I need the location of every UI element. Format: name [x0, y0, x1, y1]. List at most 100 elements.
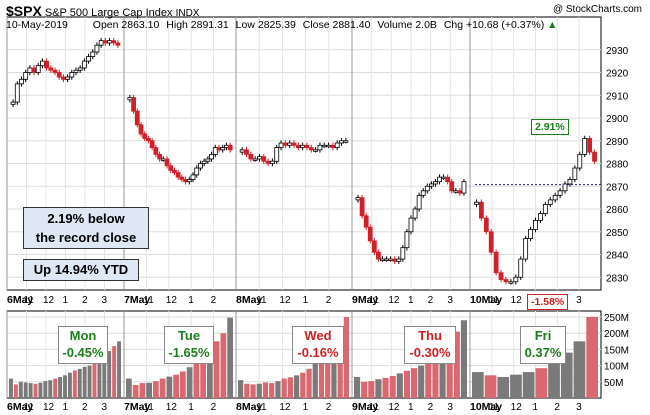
chg: Chg +10.68 (+0.37%)	[443, 19, 545, 31]
volume-bar	[207, 349, 213, 398]
record-callout: 2.19% below the record close	[23, 207, 149, 249]
candle-body	[424, 185, 430, 192]
day-wed: Wed -0.16%	[292, 326, 344, 364]
volume-bar	[318, 355, 325, 398]
candle-body	[107, 40, 112, 44]
candle-body	[287, 142, 293, 146]
candle-body	[244, 149, 249, 155]
volume-bar	[180, 371, 186, 398]
day-tue: Tue -1.65%	[164, 326, 214, 364]
open: Open 2863.10	[92, 19, 160, 31]
candle-body	[220, 147, 226, 151]
volume-bar	[173, 374, 179, 398]
candle-body	[478, 201, 484, 219]
candle-body	[19, 78, 24, 85]
range-down-label: -1.58%	[527, 294, 569, 310]
volume-x-label: 1	[303, 402, 309, 413]
volume-bar	[472, 372, 484, 398]
volume-bar	[43, 381, 48, 398]
volume-bar	[403, 370, 410, 398]
price-x-label: 3	[576, 295, 582, 306]
candle-body	[474, 201, 479, 205]
volume-bar	[132, 385, 139, 398]
candle-body	[416, 194, 422, 210]
volume-x-label: 2	[326, 402, 332, 413]
candle-body	[209, 153, 214, 160]
candle-body	[278, 142, 284, 148]
candle-body	[77, 67, 83, 71]
volume-x-label: 12	[43, 402, 55, 413]
volume-bar	[53, 378, 58, 398]
day-tue-name: Tue	[177, 328, 201, 343]
volume-bar	[97, 359, 102, 398]
candle-body	[27, 67, 33, 73]
volume-bar	[166, 376, 173, 398]
candle-body	[98, 40, 104, 46]
day-thu: Thu -0.30%	[404, 326, 456, 364]
volume-x-label: 2	[428, 402, 434, 413]
volume-bar	[275, 381, 281, 398]
candle-body	[65, 76, 70, 80]
candle-body	[257, 156, 262, 160]
volume-bar	[186, 367, 193, 398]
candle-body	[146, 138, 151, 142]
candle-body	[587, 138, 593, 153]
candle-body	[428, 183, 434, 187]
volume-bar	[227, 317, 233, 398]
volume-bar	[107, 351, 112, 398]
candle-body	[205, 158, 211, 162]
candle-body	[48, 67, 54, 71]
price-tick-label: 2930	[606, 46, 629, 57]
candle-body	[552, 194, 558, 201]
candle-body	[445, 176, 451, 183]
volume-bar	[48, 380, 53, 398]
volume-bar	[82, 366, 87, 398]
day-wed-name: Wed	[304, 328, 332, 343]
price-x-label: 10May	[470, 294, 502, 306]
candle-body	[437, 176, 442, 183]
price-tick-label: 2890	[606, 137, 629, 148]
symbol-line: $SPX S&P 500 Large Cap Index INDX	[6, 3, 199, 19]
candle-body	[513, 276, 519, 283]
chg-arrow: ▲	[547, 19, 558, 31]
price-tick-label: 2830	[606, 273, 629, 284]
price-tick-label: 2910	[606, 91, 629, 102]
candle-body	[404, 231, 410, 249]
volume-bar	[244, 383, 250, 398]
price-x-label: 1	[188, 295, 194, 306]
volume-bar	[361, 381, 368, 398]
volume-x-label: 1	[533, 402, 539, 413]
candle-body	[523, 238, 529, 260]
candle-body	[248, 153, 254, 160]
candle-body	[433, 181, 438, 185]
record-line-1: 2.19% below	[47, 211, 125, 226]
price-x-label: 11	[24, 295, 35, 306]
candle-body	[31, 67, 37, 73]
candle-body	[518, 258, 524, 278]
candle-body	[164, 158, 170, 167]
volume-bar	[92, 363, 97, 398]
volume-bar	[72, 370, 77, 398]
candle-body	[115, 42, 121, 46]
volume-x-label: 8May	[236, 401, 262, 413]
volume-bar	[77, 368, 82, 398]
date: 10-May-2019	[6, 19, 68, 31]
candle-body	[408, 217, 414, 233]
candle-body	[441, 176, 446, 180]
volume-x-label: 11	[489, 402, 500, 413]
volume-bar	[560, 352, 573, 398]
candle-body	[592, 151, 597, 162]
candle-body	[562, 183, 568, 192]
volume-x-label: 2	[554, 402, 560, 413]
candle-body	[142, 133, 148, 139]
price-x-label: 2	[428, 295, 434, 306]
volume-bar	[425, 359, 432, 398]
price-tick-label: 2850	[606, 228, 629, 239]
price-x-label: 12	[388, 295, 400, 306]
price-x-label: 8May	[236, 294, 262, 306]
volume-bar	[300, 372, 306, 398]
volume-x-label: 3	[102, 402, 108, 413]
candle-body	[138, 124, 144, 135]
